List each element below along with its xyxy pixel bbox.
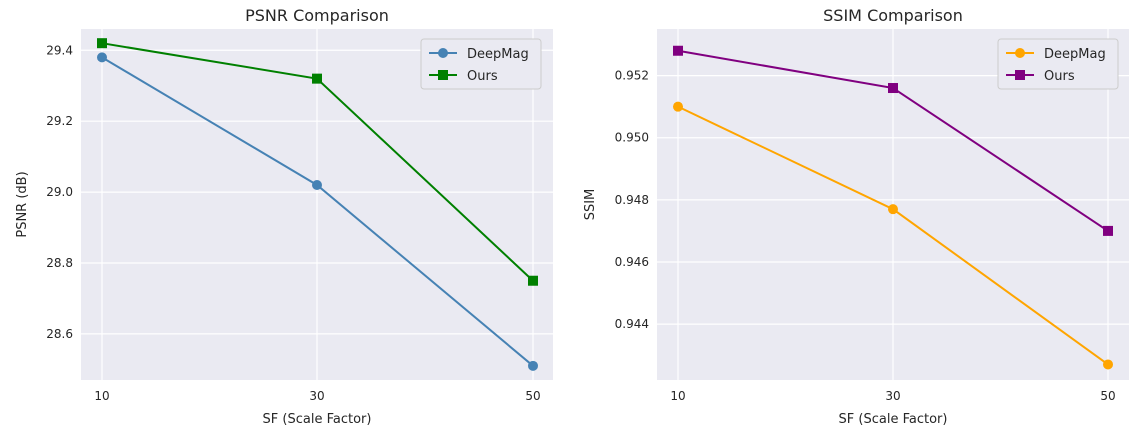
y-axis-label: PSNR (dB) bbox=[15, 171, 30, 237]
legend-label: DeepMag bbox=[1044, 47, 1106, 62]
legend: DeepMag Ours bbox=[997, 38, 1119, 90]
legend-marker bbox=[438, 48, 448, 58]
legend-label: Ours bbox=[1044, 69, 1075, 84]
x-axis-label: SF (Scale Factor) bbox=[263, 412, 372, 427]
psnr-chart: 10 30 50 28.6 28.8 29.0 29.2 29.4 PSNR Compariso… bbox=[15, 6, 553, 427]
x-tick-label: 30 bbox=[309, 389, 324, 403]
chart-title: PSNR Comparison bbox=[245, 6, 389, 25]
legend-box bbox=[420, 38, 542, 90]
x-tick-label: 50 bbox=[525, 389, 540, 403]
legend: DeepMag Ours bbox=[420, 38, 542, 90]
x-axis-label: SF (Scale Factor) bbox=[839, 412, 948, 427]
legend-box bbox=[997, 38, 1119, 90]
y-axis-label: SSIM bbox=[583, 189, 598, 221]
data-point-ours bbox=[888, 83, 898, 94]
legend-label: DeepMag bbox=[467, 47, 529, 62]
y-tick-label: 0.948 bbox=[615, 193, 649, 207]
data-point-ours bbox=[673, 45, 683, 56]
y-tick-label: 29.2 bbox=[46, 114, 73, 128]
y-tick-label: 0.944 bbox=[615, 317, 649, 331]
y-tick-label: 0.952 bbox=[615, 69, 649, 83]
x-tick-label: 30 bbox=[885, 389, 900, 403]
ssim-chart: 10 30 50 0.944 0.946 0.948 0.950 0.952 SSIM Comp… bbox=[583, 6, 1129, 427]
data-point-deepmag bbox=[528, 360, 538, 371]
legend-marker bbox=[1015, 70, 1025, 80]
chart-title: SSIM Comparison bbox=[823, 6, 963, 25]
y-tick-label: 28.8 bbox=[46, 256, 73, 270]
legend-marker bbox=[1015, 48, 1025, 58]
data-point-deepmag bbox=[673, 101, 683, 112]
data-point-ours bbox=[97, 38, 107, 49]
y-tick-label: 0.950 bbox=[615, 131, 649, 145]
data-point-deepmag bbox=[312, 180, 322, 190]
data-point-ours bbox=[528, 275, 538, 286]
y-tick-label: 29.0 bbox=[46, 185, 73, 199]
data-point-deepmag bbox=[1103, 359, 1113, 370]
x-tick-label: 50 bbox=[1100, 389, 1115, 403]
data-point-ours bbox=[1103, 225, 1113, 236]
x-tick-label: 10 bbox=[94, 389, 109, 403]
y-tick-label: 29.4 bbox=[46, 43, 73, 57]
y-tick-label: 0.946 bbox=[615, 255, 649, 269]
data-point-deepmag bbox=[888, 204, 898, 215]
legend-label: Ours bbox=[467, 69, 498, 84]
x-tick-label: 10 bbox=[670, 389, 685, 403]
data-point-ours bbox=[312, 73, 322, 84]
data-point-deepmag bbox=[97, 52, 107, 63]
y-tick-label: 28.6 bbox=[46, 327, 73, 341]
legend-marker bbox=[438, 70, 448, 80]
